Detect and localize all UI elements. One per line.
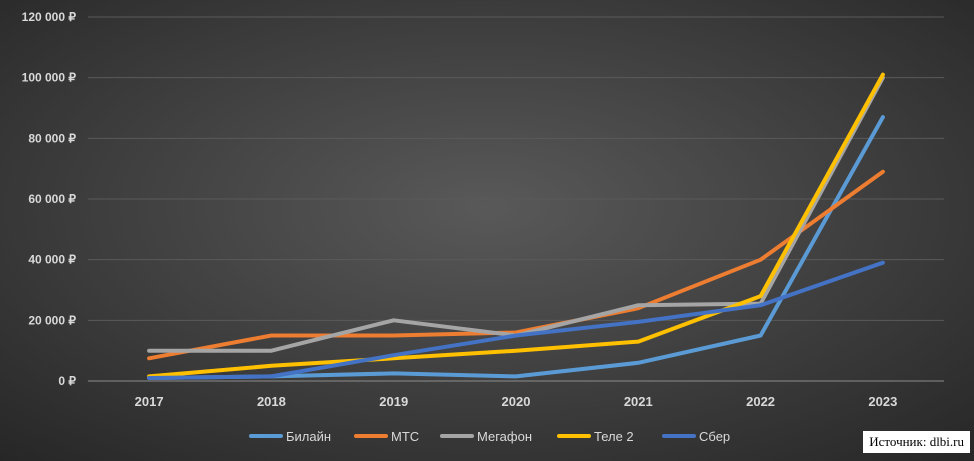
data-point xyxy=(514,334,518,337)
data-point xyxy=(392,353,396,357)
legend-item: Теле 2 xyxy=(557,429,634,444)
data-point xyxy=(759,258,763,262)
grid-layer xyxy=(88,16,944,382)
data-point xyxy=(759,303,763,307)
y-tick-label: 40 000 ₽ xyxy=(28,253,76,267)
legend-label: Билайн xyxy=(286,429,331,444)
x-axis-ticks: 2017 2018 2019 2020 2021 2022 2023 xyxy=(135,394,898,409)
data-point xyxy=(269,334,273,337)
legend-label: МТС xyxy=(391,429,419,444)
y-tick-label: 0 ₽ xyxy=(58,374,76,388)
data-point xyxy=(636,306,640,310)
x-tick-label: 2020 xyxy=(502,394,531,409)
legend-label: Теле 2 xyxy=(594,429,634,444)
data-point xyxy=(759,294,763,298)
data-point xyxy=(881,170,885,174)
data-point xyxy=(636,361,640,365)
data-point xyxy=(269,364,273,368)
data-point xyxy=(881,73,885,77)
legend-item: Сбер xyxy=(662,429,730,444)
data-point xyxy=(147,349,151,353)
data-point xyxy=(392,356,396,360)
data-point xyxy=(759,334,763,337)
data-point xyxy=(147,356,151,360)
x-tick-label: 2018 xyxy=(257,394,286,409)
data-point xyxy=(392,334,396,337)
y-tick-label: 100 000 ₽ xyxy=(22,71,77,85)
data-point xyxy=(392,371,396,375)
y-tick-label: 120 000 ₽ xyxy=(22,10,77,24)
source-note: Источник: dlbi.ru xyxy=(863,431,970,453)
data-point xyxy=(514,349,518,353)
y-tick-label: 60 000 ₽ xyxy=(28,192,76,206)
data-point xyxy=(392,318,396,322)
legend-item: Мегафон xyxy=(440,429,532,444)
legend-label: Сбер xyxy=(699,429,730,444)
y-tick-label: 20 000 ₽ xyxy=(28,313,76,327)
series-layer xyxy=(147,72,885,380)
legend-item: Билайн xyxy=(249,429,331,444)
x-tick-label: 2017 xyxy=(135,394,164,409)
x-tick-label: 2022 xyxy=(746,394,775,409)
data-point xyxy=(514,330,518,334)
y-tick-label: 80 000 ₽ xyxy=(28,131,76,145)
data-point xyxy=(269,349,273,353)
y-axis-ticks: 0 ₽ 20 000 ₽ 40 000 ₽ 60 000 ₽ 80 000 ₽ 100 0… xyxy=(22,10,77,388)
data-point xyxy=(636,320,640,324)
data-point xyxy=(514,374,518,378)
x-tick-label: 2019 xyxy=(379,394,408,409)
data-point xyxy=(881,261,885,265)
legend-label: Мегафон xyxy=(477,429,532,444)
x-tick-label: 2023 xyxy=(868,394,897,409)
data-point xyxy=(636,340,640,344)
data-point xyxy=(147,376,151,380)
data-point xyxy=(881,115,885,119)
x-tick-label: 2021 xyxy=(624,394,653,409)
data-point xyxy=(636,303,640,307)
data-point xyxy=(269,374,273,378)
legend: Билайн МТС Мегафон Теле 2 Сбер xyxy=(249,429,730,444)
legend-item: МТС xyxy=(354,429,419,444)
